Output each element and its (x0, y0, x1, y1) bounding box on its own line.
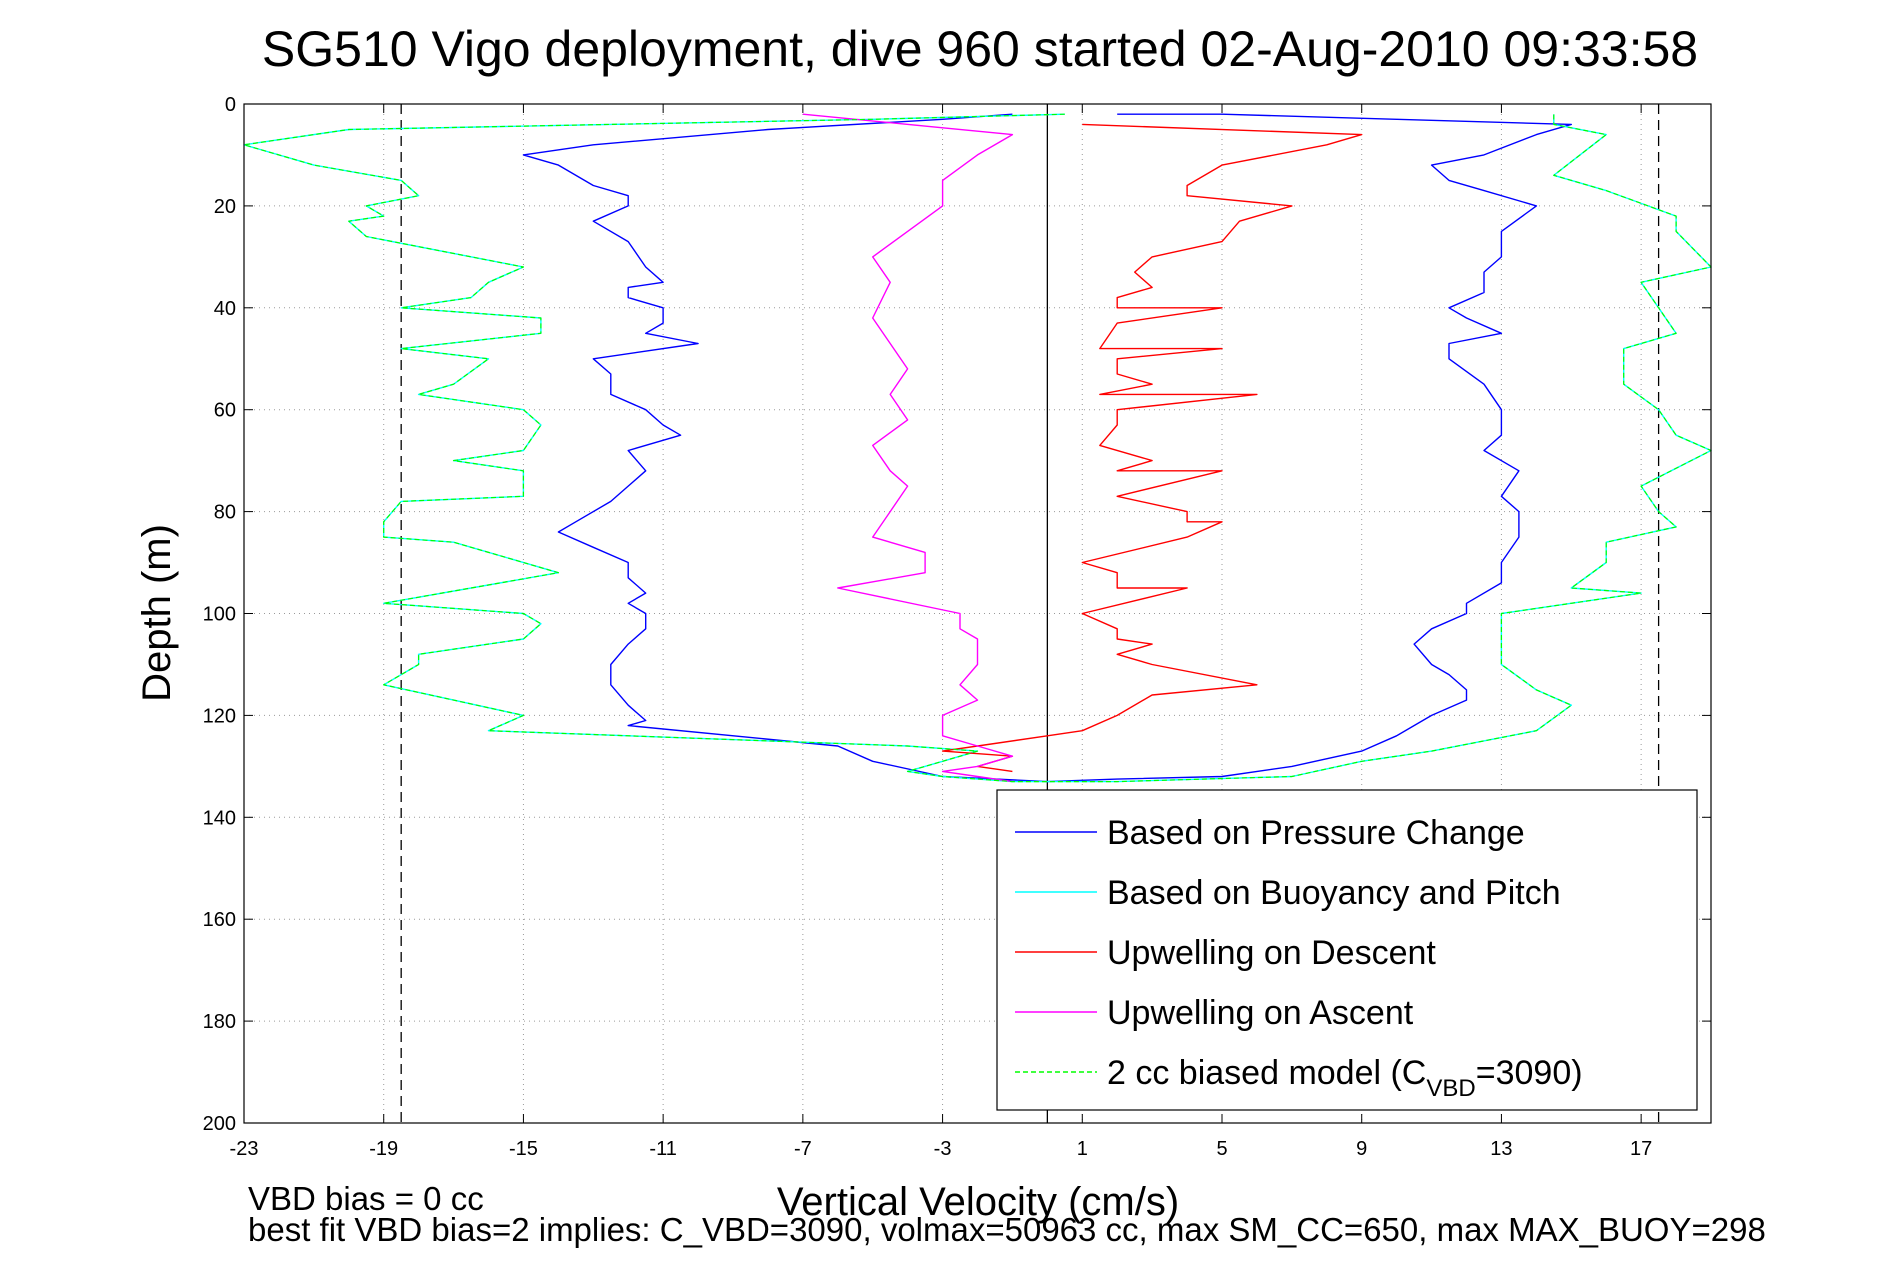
y-tick-label: 0 (225, 94, 236, 116)
legend-label: Upwelling on Ascent (1107, 994, 1414, 1032)
x-tick-label: -7 (794, 1138, 812, 1160)
y-tick-label: 20 (214, 196, 236, 218)
x-tick-label: 5 (1216, 1138, 1227, 1160)
y-tick-label: 40 (214, 298, 236, 320)
x-tick-label: -11 (649, 1138, 676, 1160)
annotation-best-fit: best fit VBD bias=2 implies: C_VBD=3090,… (248, 1211, 1766, 1248)
legend: Based on Pressure Change Based on Buoyanc… (996, 789, 1698, 1111)
y-tick-label: 160 (203, 909, 236, 931)
annotation-bias: VBD bias = 0 cc (248, 1180, 484, 1217)
y-tick-label: 140 (203, 807, 236, 829)
y-tick-label: 60 (214, 400, 236, 422)
y-tick-labels: 0 20 40 60 80 100 120 140 160 180 200 (203, 94, 1711, 1135)
legend-box (996, 789, 1698, 1111)
x-tick-label: 17 (1630, 1138, 1652, 1160)
series-line-3 (941, 123, 1363, 773)
x-tick-label: -19 (369, 1138, 398, 1160)
y-tick-label: 100 (203, 604, 236, 626)
y-tick-label: 180 (203, 1011, 236, 1033)
x-tick-label: 1 (1077, 1138, 1088, 1160)
x-tick-label: 9 (1356, 1138, 1367, 1160)
series-line-4 (802, 113, 1014, 783)
x-tick-label: -23 (230, 1138, 259, 1160)
series-line-1 (522, 113, 1573, 783)
y-axis-label: Depth (m) (135, 524, 179, 702)
series-line-5 (243, 113, 1712, 783)
x-tick-label: -3 (934, 1138, 952, 1160)
series-line-2 (243, 113, 1712, 783)
x-axis-label: Vertical Velocity (cm/s) (777, 1180, 1179, 1224)
legend-label: Based on Buoyancy and Pitch (1107, 874, 1561, 912)
legend-label: 2 cc biased model (CVBD=3090) (1107, 1054, 1583, 1102)
chart-title: SG510 Vigo deployment, dive 960 started … (262, 21, 1698, 77)
series-group (243, 113, 1712, 783)
y-tick-label: 200 (203, 1113, 236, 1135)
y-tick-label: 120 (203, 705, 236, 727)
y-tick-label: 80 (214, 502, 236, 524)
x-tick-label: -15 (509, 1138, 538, 1160)
legend-label: Based on Pressure Change (1107, 814, 1525, 852)
x-tick-label: 13 (1490, 1138, 1512, 1160)
legend-label: Upwelling on Descent (1107, 934, 1436, 972)
x-tick-labels: -23 -19 -15 -11 -7 -3 1 5 9 13 17 (230, 104, 1652, 1160)
